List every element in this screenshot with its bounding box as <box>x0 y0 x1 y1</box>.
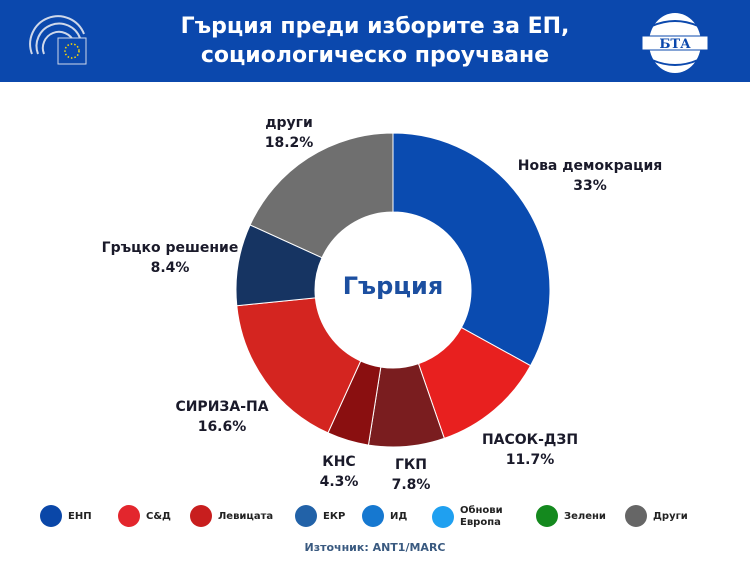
european-parliament-logo <box>29 15 87 65</box>
legend-item: С&Д <box>118 505 171 527</box>
center-label: Гърция <box>342 272 444 300</box>
legend-item: Други <box>625 505 688 527</box>
legend-swatch <box>295 505 317 527</box>
legend-item: Обнови Европа <box>432 505 504 529</box>
label-nd: Нова демокрация 33% <box>517 158 663 194</box>
donut-slice-0 <box>392 132 551 367</box>
legend-label: ЕНП <box>68 510 92 522</box>
donut-chart <box>235 132 551 448</box>
title-line-2: социологическо проучване <box>200 43 550 68</box>
page-title: Гърция преди изборите за ЕП, социологиче… <box>150 12 600 70</box>
legend-swatch <box>190 505 212 527</box>
label-pasok: ПАСОК-ДЗП 11.7% <box>481 432 579 468</box>
label-greek-solution: Гръцко решение 8.4% <box>101 240 239 276</box>
legend-swatch <box>118 505 140 527</box>
title-line-1: Гърция преди изборите за ЕП, <box>180 14 570 39</box>
label-others: други 18.2% <box>264 115 314 151</box>
legend-swatch <box>362 505 384 527</box>
legend-label: Обнови Европа <box>460 505 503 528</box>
legend-swatch <box>536 505 558 527</box>
legend-item: ЕНП <box>40 505 92 527</box>
donut-slice-6 <box>249 132 394 259</box>
label-gkp: ГКП 7.8% <box>391 457 431 493</box>
legend-item: ИД <box>362 505 407 527</box>
label-syriza: СИРИЗА-ПА 16.6% <box>175 399 269 435</box>
svg-text:БТА: БТА <box>659 37 691 52</box>
source: Източник: ANT1/MARC <box>304 541 446 554</box>
legend: ЕНП С&Д Левицата ЕКР ИД Обнови Европа Зелени Др… <box>0 500 750 532</box>
legend-label: С&Д <box>146 510 171 522</box>
legend-swatch <box>625 505 647 527</box>
legend-swatch <box>40 505 62 527</box>
legend-item: ЕКР <box>295 505 345 527</box>
legend-label: Левицата <box>218 510 274 522</box>
legend-label: Други <box>653 510 688 522</box>
label-kns: КНС 4.3% <box>319 454 359 490</box>
legend-swatch <box>432 506 454 528</box>
legend-item: Левицата <box>190 505 273 527</box>
legend-label: ЕКР <box>323 510 346 522</box>
legend-label: ИД <box>390 510 408 522</box>
header: Гърция преди изборите за ЕП, социологиче… <box>0 0 750 82</box>
legend-label: Зелени <box>564 510 606 522</box>
bta-logo: БТА <box>641 13 709 73</box>
legend-item: Зелени <box>536 505 606 527</box>
